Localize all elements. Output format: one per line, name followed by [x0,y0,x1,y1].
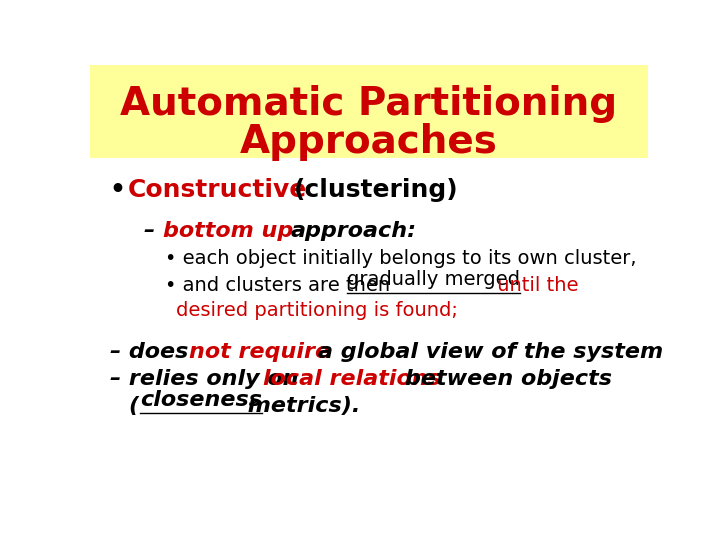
Text: – relies only on: – relies only on [109,369,306,389]
Text: until the: until the [490,276,578,295]
Text: – does: – does [109,342,196,362]
Text: Approaches: Approaches [240,123,498,161]
Text: • each object initially belongs to its own cluster,: • each object initially belongs to its o… [166,248,636,268]
Text: a global view of the system: a global view of the system [318,342,663,362]
Text: closeness: closeness [140,390,262,410]
Text: (: ( [128,396,138,416]
Text: (clustering): (clustering) [294,178,459,201]
Text: between objects: between objects [405,369,612,389]
Text: not require: not require [189,342,330,362]
FancyBboxPatch shape [90,65,648,158]
Text: –: – [143,221,154,241]
Text: •: • [109,178,125,201]
Text: local relations: local relations [263,369,441,389]
Text: Constructive: Constructive [128,178,307,201]
Text: metrics).: metrics). [240,396,360,416]
Text: desired partitioning is found;: desired partitioning is found; [176,301,459,320]
Text: • and clusters are then: • and clusters are then [166,276,397,295]
Text: Automatic Partitioning: Automatic Partitioning [120,85,618,123]
Text: approach:: approach: [291,221,417,241]
Text: gradually merged: gradually merged [347,270,520,289]
Text: bottom up: bottom up [163,221,293,241]
